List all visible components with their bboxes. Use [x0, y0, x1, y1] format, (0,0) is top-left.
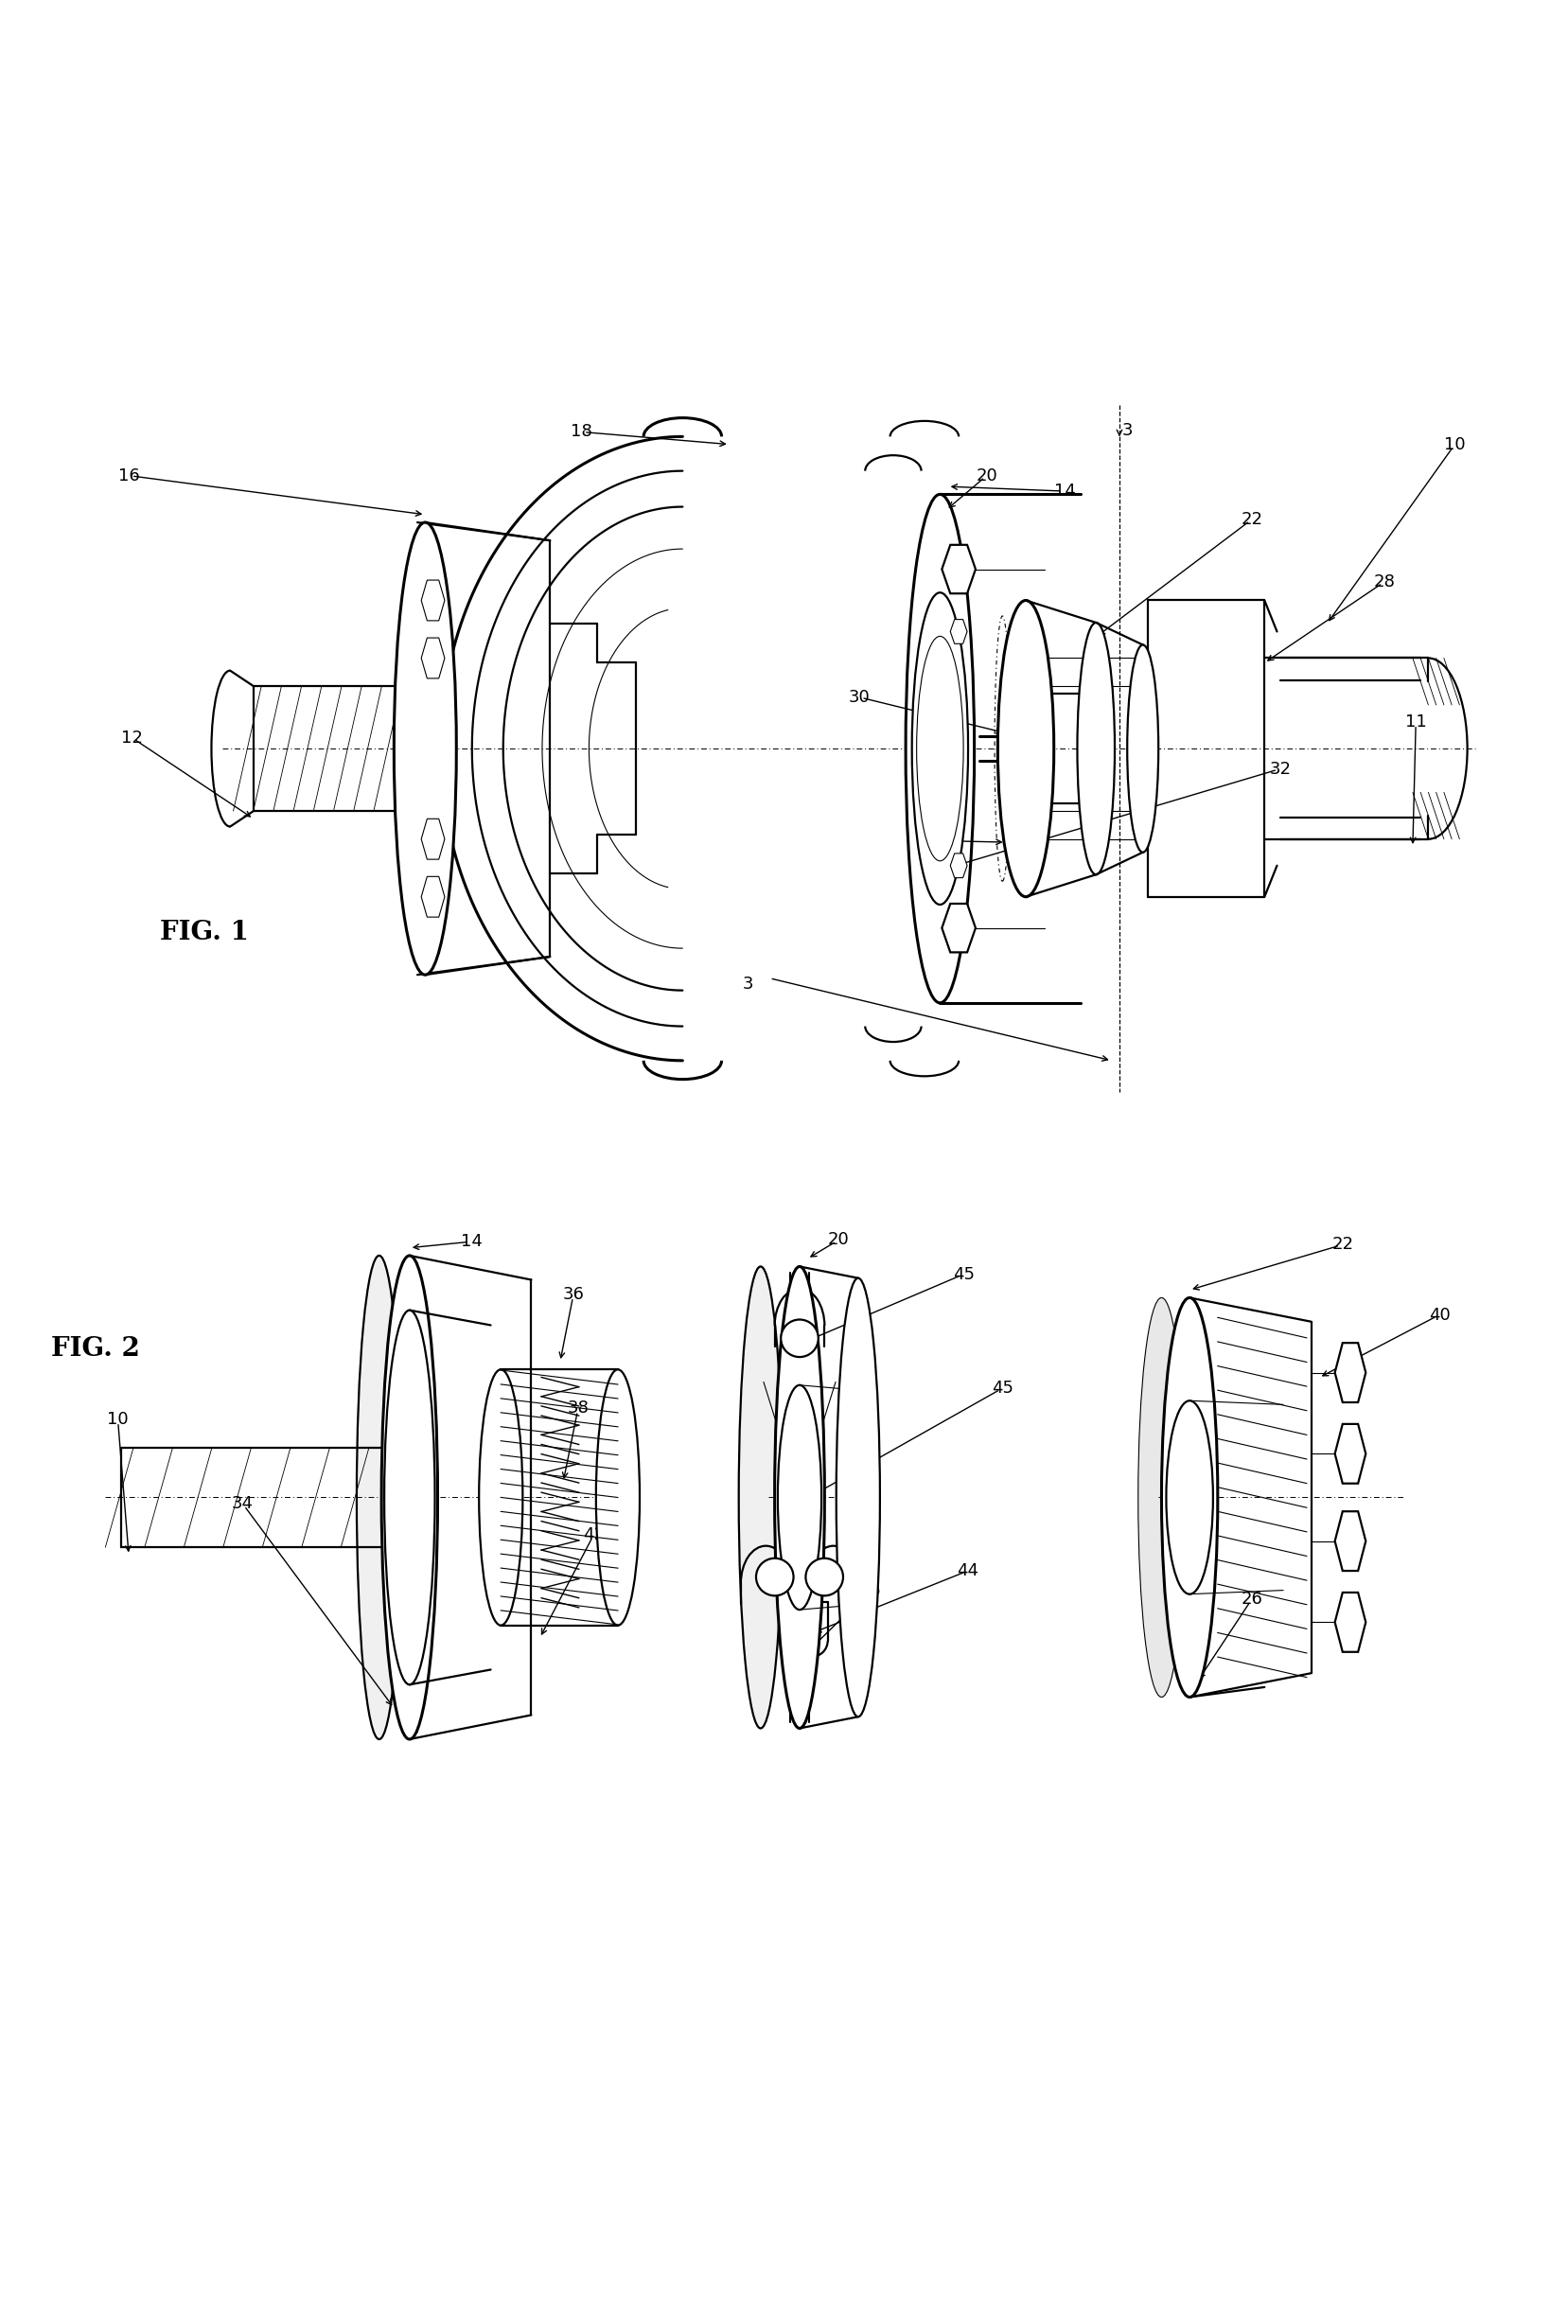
Ellipse shape — [739, 1267, 782, 1729]
Ellipse shape — [906, 495, 974, 1004]
Text: 36: 36 — [563, 1285, 585, 1304]
Ellipse shape — [478, 1369, 522, 1624]
Text: 38: 38 — [568, 1399, 590, 1418]
Text: 42: 42 — [583, 1527, 605, 1543]
Text: 24: 24 — [922, 832, 942, 848]
Ellipse shape — [778, 1385, 822, 1611]
Text: 26: 26 — [1242, 1590, 1262, 1608]
Polygon shape — [1334, 1343, 1366, 1401]
Text: 18: 18 — [571, 423, 593, 442]
Circle shape — [756, 1559, 793, 1597]
Text: 10: 10 — [107, 1411, 129, 1427]
Text: 45: 45 — [991, 1380, 1013, 1397]
Ellipse shape — [775, 1267, 825, 1729]
Text: 32: 32 — [1269, 760, 1290, 779]
Text: 45: 45 — [952, 1267, 974, 1283]
Text: 30: 30 — [848, 688, 870, 706]
Polygon shape — [422, 876, 445, 918]
Ellipse shape — [836, 1278, 880, 1717]
Polygon shape — [1334, 1592, 1366, 1652]
Text: 3: 3 — [743, 976, 754, 992]
Ellipse shape — [913, 593, 967, 904]
Ellipse shape — [356, 1255, 401, 1738]
Polygon shape — [950, 621, 967, 644]
Text: 16: 16 — [118, 467, 140, 483]
Text: 14: 14 — [461, 1234, 483, 1250]
Text: 14: 14 — [1054, 483, 1076, 500]
Polygon shape — [422, 581, 445, 621]
Ellipse shape — [384, 1311, 434, 1685]
Text: 20: 20 — [828, 1232, 850, 1248]
Ellipse shape — [381, 1255, 437, 1738]
Ellipse shape — [1138, 1297, 1185, 1697]
Ellipse shape — [1127, 644, 1159, 853]
Polygon shape — [422, 818, 445, 860]
Text: 11: 11 — [1405, 713, 1427, 730]
Text: 22: 22 — [1242, 511, 1262, 528]
Polygon shape — [1334, 1511, 1366, 1571]
Polygon shape — [950, 853, 967, 878]
Text: FIG. 1: FIG. 1 — [160, 920, 249, 946]
Text: FIG. 2: FIG. 2 — [50, 1336, 140, 1362]
Text: 44: 44 — [956, 1562, 978, 1580]
Circle shape — [806, 1559, 844, 1597]
Text: 40: 40 — [1428, 1306, 1450, 1322]
Ellipse shape — [596, 1369, 640, 1624]
Text: 45: 45 — [859, 1583, 881, 1599]
Polygon shape — [942, 904, 975, 953]
Ellipse shape — [1077, 623, 1115, 874]
Text: 12: 12 — [121, 730, 143, 746]
Text: 3: 3 — [1121, 423, 1132, 439]
Ellipse shape — [997, 600, 1054, 897]
Polygon shape — [942, 544, 975, 593]
Ellipse shape — [1167, 1401, 1214, 1594]
Ellipse shape — [1162, 1297, 1218, 1697]
Polygon shape — [1334, 1425, 1366, 1483]
Text: 34: 34 — [232, 1494, 254, 1513]
Text: 22: 22 — [1331, 1236, 1353, 1253]
Text: 26: 26 — [1022, 832, 1044, 848]
Text: 28: 28 — [1374, 574, 1396, 590]
Ellipse shape — [394, 523, 456, 974]
Text: 10: 10 — [1444, 437, 1466, 453]
Ellipse shape — [917, 637, 963, 860]
Polygon shape — [422, 637, 445, 679]
Text: 20: 20 — [975, 467, 997, 483]
Circle shape — [781, 1320, 818, 1357]
